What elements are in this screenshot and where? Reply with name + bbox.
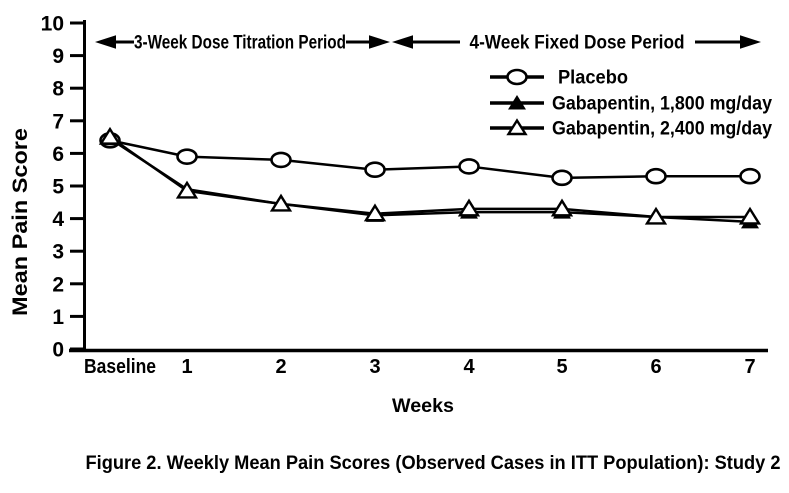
x-tick-label: 3 [369, 356, 380, 378]
y-tick-label: 2 [52, 273, 64, 296]
filled-triangle-marker-icon [508, 95, 526, 110]
x-tick-label: 2 [275, 356, 286, 378]
y-tick-label: 1 [52, 306, 64, 329]
right-arrowhead-icon [369, 35, 390, 49]
legend-item-placebo: Placebo [490, 68, 628, 89]
legend-item-gabapentin-1800: Gabapentin, 1,800 mg/day [490, 94, 772, 115]
y-tick-label: 5 [52, 176, 64, 199]
data-point-open-circle [364, 161, 386, 178]
y-tick-label: 6 [52, 143, 64, 166]
data-point-open-circle [458, 158, 480, 175]
legend-label-gabapentin-1800: Gabapentin, 1,800 mg/day [552, 94, 772, 115]
series-line-open-triangle [109, 136, 750, 219]
annotation-fixed-dose-label: 4-Week Fixed Dose Period [470, 33, 685, 54]
right-arrowhead-icon [740, 35, 761, 49]
legend-item-gabapentin-2400: Gabapentin, 2,400 mg/day [490, 118, 772, 140]
annotation-fixed-dose-period: 4-Week Fixed Dose Period [392, 33, 761, 54]
x-tick-label: 4 [463, 356, 475, 378]
y-tick-label: 4 [52, 208, 64, 231]
x-tick-label: 1 [181, 356, 192, 378]
y-axis-title: Mean Pain Score [9, 128, 32, 316]
left-arrowhead-icon [95, 35, 116, 49]
data-point-open-triangle [175, 180, 199, 199]
x-tick-label: 6 [650, 356, 661, 378]
y-tick-label: 10 [41, 13, 64, 36]
legend-label-placebo: Placebo [558, 68, 628, 89]
annotation-titration-label: 3-Week Dose Titration Period [134, 33, 346, 54]
legend: Placebo Gabapentin, 1,800 mg/day Gabapen… [490, 68, 772, 140]
figure-caption: Figure 2. Weekly Mean Pain Scores (Obser… [86, 452, 781, 474]
plot-area: 0 1 2 3 4 5 6 7 8 9 10 Baseline 1 2 3 4 5 6 7 [41, 13, 768, 378]
data-point-open-triangle [550, 198, 574, 217]
y-tick-label: 8 [52, 78, 64, 101]
x-tick-label: Baseline [84, 356, 156, 378]
y-tick-label: 3 [52, 241, 64, 264]
data-point-open-triangle [269, 193, 293, 212]
data-point-open-circle [270, 151, 292, 169]
data-point-open-circle [645, 167, 667, 185]
x-axis-title: Weeks [392, 395, 454, 417]
data-point-open-triangle [738, 206, 762, 225]
x-tick-label: 7 [744, 356, 755, 378]
y-tick-label: 7 [52, 110, 64, 133]
left-arrowhead-icon [392, 35, 413, 49]
data-point-open-triangle [644, 206, 668, 225]
open-triangle-marker-icon [506, 118, 528, 136]
data-point-open-triangle [363, 203, 387, 222]
data-point-open-circle [176, 148, 198, 165]
y-tick-label: 0 [52, 339, 64, 362]
x-tick-label: 5 [556, 356, 567, 378]
data-point-open-circle [739, 167, 761, 185]
annotation-dose-titration-period: 3-Week Dose Titration Period [95, 33, 390, 54]
data-point-open-circle [551, 169, 573, 187]
data-point-open-triangle [98, 126, 122, 145]
open-circle-marker-icon [506, 68, 528, 86]
series-line-open-circle [109, 139, 750, 180]
y-tick-label: 9 [52, 45, 64, 68]
data-point-open-triangle [457, 198, 481, 217]
legend-label-gabapentin-2400: Gabapentin, 2,400 mg/day [552, 119, 772, 140]
